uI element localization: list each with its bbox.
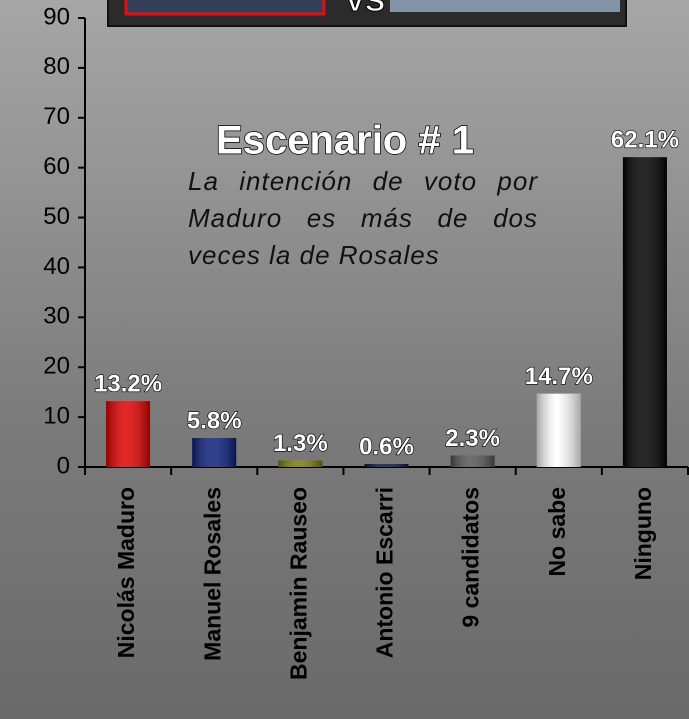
chart-title: Escenario # 1 bbox=[216, 119, 474, 163]
bar-shine bbox=[622, 157, 667, 467]
x-tick-label: Antonio Escarri bbox=[372, 487, 398, 658]
y-tick-label: 60 bbox=[43, 153, 70, 180]
x-tick-label: No sabe bbox=[544, 487, 570, 576]
bar-shine bbox=[536, 393, 581, 467]
y-tick-label: 10 bbox=[43, 402, 70, 429]
value-label: 13.2% bbox=[94, 370, 162, 397]
y-tick-label: 20 bbox=[43, 353, 70, 380]
subtitle: La intención de voto por Maduro es más d… bbox=[188, 166, 538, 270]
x-tick-label: Manuel Rosales bbox=[199, 487, 225, 661]
y-tick-label: 40 bbox=[43, 253, 70, 280]
y-tick-label: 30 bbox=[43, 303, 70, 330]
value-label: 14.7% bbox=[525, 363, 593, 390]
vs-label: VS bbox=[345, 0, 385, 18]
x-tick-label: Nicolás Maduro bbox=[113, 487, 139, 658]
x-tick-label: Benjamin Rauseo bbox=[285, 487, 311, 680]
x-tick-label: 9 candidatos bbox=[458, 487, 484, 628]
y-tick-label: 0 bbox=[57, 452, 70, 479]
value-label: 2.3% bbox=[445, 425, 500, 452]
photo bbox=[124, 0, 326, 16]
y-tick-label: 70 bbox=[43, 103, 70, 130]
y-tick-label: 80 bbox=[43, 53, 70, 80]
bar-shine bbox=[364, 464, 409, 467]
bar-shine bbox=[278, 460, 323, 467]
bar-shine bbox=[192, 438, 237, 467]
y-tick-label: 50 bbox=[43, 203, 70, 230]
bar-shine bbox=[450, 455, 495, 467]
value-label: 0.6% bbox=[359, 433, 414, 460]
value-label: 5.8% bbox=[187, 407, 242, 434]
photo bbox=[390, 0, 620, 12]
value-label: 1.3% bbox=[273, 430, 328, 457]
bar-shine bbox=[106, 401, 151, 467]
value-label: 62.1% bbox=[611, 127, 679, 154]
x-tick-label: Ninguno bbox=[630, 487, 656, 580]
y-tick-label: 90 bbox=[43, 3, 70, 30]
